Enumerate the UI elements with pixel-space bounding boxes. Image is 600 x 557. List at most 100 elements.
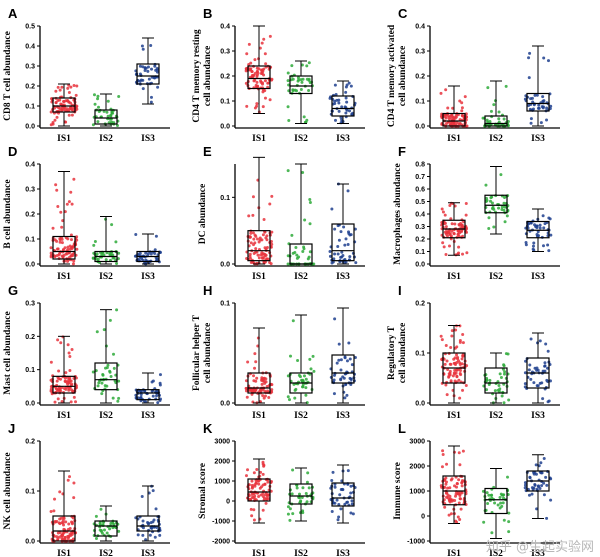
data-point	[153, 535, 157, 539]
data-point	[453, 450, 457, 454]
data-point	[287, 398, 291, 402]
data-point	[445, 359, 449, 363]
data-point	[465, 251, 469, 255]
box-IS2	[286, 163, 316, 266]
data-point	[496, 380, 500, 384]
data-point	[460, 362, 464, 366]
data-point	[53, 400, 57, 404]
data-point	[117, 379, 121, 383]
data-point	[458, 517, 462, 521]
y-tick-label: 0.2	[25, 334, 35, 341]
data-point	[261, 69, 265, 73]
data-point	[64, 520, 68, 524]
data-point	[302, 374, 306, 378]
data-point	[349, 383, 353, 387]
data-point	[301, 250, 305, 254]
data-point	[251, 195, 255, 199]
data-point	[55, 188, 59, 192]
box-IS3	[328, 80, 357, 125]
data-point	[247, 214, 251, 218]
data-point	[70, 113, 74, 117]
data-point	[346, 189, 350, 193]
data-point	[459, 221, 463, 225]
data-point	[448, 498, 452, 502]
data-point	[444, 383, 448, 387]
data-point	[458, 99, 462, 103]
data-point	[99, 529, 103, 533]
data-point	[134, 233, 138, 237]
data-point	[143, 68, 147, 72]
data-point	[247, 483, 251, 487]
data-point	[139, 78, 143, 82]
data-point	[458, 371, 462, 375]
data-point	[456, 356, 460, 360]
y-tick-label: 0.2	[415, 74, 425, 81]
y-axis-label-line: Mast cell abundance	[3, 311, 13, 394]
data-point	[96, 384, 100, 388]
data-point	[101, 372, 105, 376]
data-point	[523, 371, 527, 375]
data-point	[72, 84, 76, 88]
data-point	[447, 117, 451, 121]
data-point	[461, 252, 465, 256]
data-point	[149, 100, 153, 104]
data-point	[263, 52, 267, 56]
data-point	[333, 252, 337, 256]
data-point	[447, 229, 451, 233]
y-axis-label-line: CD4 T memory resting	[192, 29, 202, 122]
y-tick-label: 0.4	[220, 24, 230, 31]
y-axis-label-line: CD8 T cell abundance	[3, 31, 13, 121]
data-point	[260, 382, 264, 386]
box-IS1	[439, 445, 468, 524]
data-point	[263, 79, 267, 83]
data-point	[541, 397, 545, 401]
data-point	[55, 254, 59, 258]
data-point	[538, 339, 542, 343]
data-point	[158, 373, 162, 377]
data-point	[286, 79, 290, 83]
data-point	[489, 196, 493, 200]
data-point	[251, 74, 255, 78]
data-point	[306, 257, 310, 261]
data-point	[245, 52, 249, 56]
data-point	[454, 114, 458, 118]
box-IS1	[49, 83, 79, 127]
data-point	[56, 205, 60, 208]
data-point	[69, 238, 73, 242]
panel-letter: I	[398, 283, 402, 298]
data-point	[484, 196, 488, 200]
y-tick-label: 2000	[214, 459, 230, 466]
x-tick-label: IS3	[531, 411, 545, 421]
box-iqr	[136, 63, 160, 85]
data-point	[105, 110, 109, 114]
x-tick-label: IS2	[99, 411, 113, 421]
data-point	[245, 395, 249, 399]
data-point	[339, 368, 343, 372]
data-point	[67, 113, 71, 117]
y-axis-label-line: DC abundance	[198, 184, 208, 244]
data-point	[353, 356, 357, 360]
data-point	[333, 227, 337, 231]
data-point	[156, 401, 160, 405]
data-point	[502, 208, 506, 212]
panel-F: F Macrophages abundance 0.0 0.1 0.2 0.3 0.4 0.5…	[393, 144, 560, 282]
data-point	[248, 235, 252, 239]
box-IS3	[134, 372, 162, 405]
data-point	[539, 121, 543, 125]
data-point	[333, 83, 337, 87]
data-point	[490, 531, 494, 535]
data-point	[308, 81, 312, 85]
watermark: 知乎 @生起实验网	[486, 539, 594, 555]
y-axis-label: Stromal score	[198, 463, 208, 519]
data-point	[110, 110, 114, 114]
data-point	[53, 254, 57, 258]
data-point	[457, 229, 461, 233]
y-tick-label: 0.3	[220, 49, 230, 56]
data-point	[259, 388, 263, 392]
box-iqr	[289, 483, 313, 505]
y-tick-label: 0.7	[415, 174, 425, 181]
x-tick-label: IS1	[57, 549, 71, 557]
data-point	[153, 248, 157, 252]
data-point	[69, 101, 73, 105]
box-IS2	[91, 216, 121, 265]
